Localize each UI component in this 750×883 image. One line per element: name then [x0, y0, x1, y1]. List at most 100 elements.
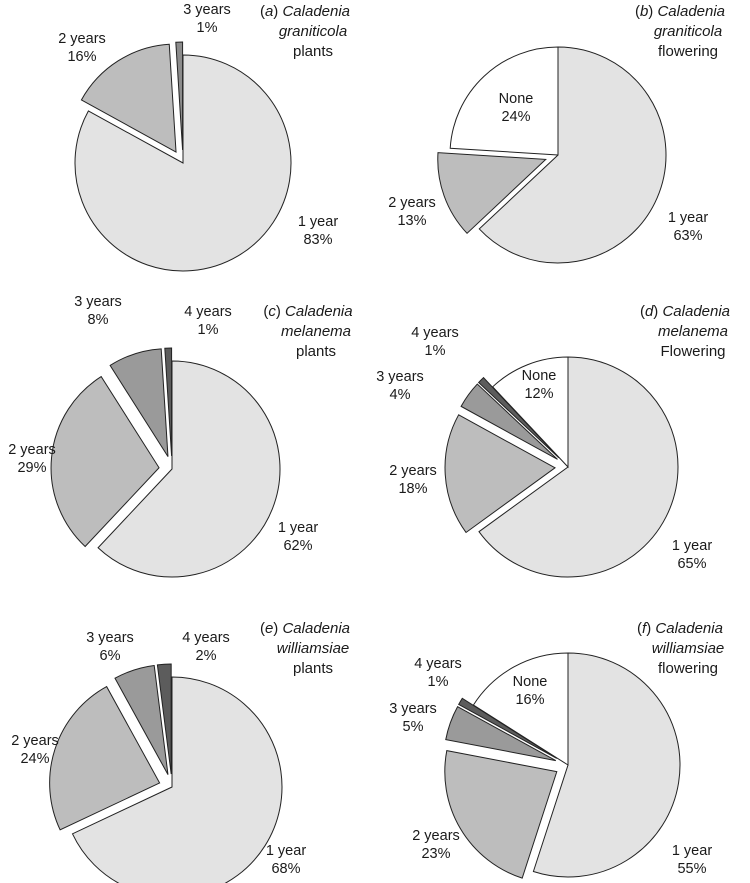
- panel-title-c: (c) Caladenia melanema plants: [263, 303, 352, 360]
- value-label-3-years: 6%: [100, 648, 121, 664]
- slice-1-year: [71, 676, 283, 883]
- slice-2-years: [80, 43, 177, 153]
- value-label-4-years: 1%: [425, 343, 446, 359]
- label-1-year: 1 year: [668, 210, 708, 226]
- slice-1-year: [74, 54, 292, 272]
- value-label-2-years: 13%: [397, 213, 426, 229]
- panel-title-species: melanema: [281, 323, 351, 340]
- panel-title-line1: (a) Caladenia: [260, 3, 350, 20]
- label-1-year: 1 year: [672, 843, 712, 859]
- panel-title-e: (e) Caladenia williamsiae plants: [260, 620, 350, 677]
- slice-2-years: [437, 152, 547, 235]
- label-4-years: 4 years: [184, 304, 232, 320]
- panel-title-kind: plants: [293, 43, 333, 60]
- label-2-years: 2 years: [388, 195, 436, 211]
- pie-panel-a: 1 year 83% 2 years 16% 3 years 1% (a) Caladeni…: [58, 2, 350, 272]
- panel-title-species: williamsiae: [652, 640, 725, 657]
- value-label-2-years: 18%: [398, 481, 427, 497]
- slice-2-years: [444, 414, 556, 534]
- label-3-years: 3 years: [183, 2, 231, 18]
- panel-title-line1: (d) Caladenia: [640, 303, 730, 320]
- label-1-year: 1 year: [298, 214, 338, 230]
- panel-title-line1: (c) Caladenia: [263, 303, 352, 320]
- value-label-2-years: 24%: [20, 751, 49, 767]
- value-label-4-years: 2%: [196, 648, 217, 664]
- panel-title-kind: flowering: [658, 43, 718, 60]
- panel-title-a: (a) Caladenia graniticola plants: [260, 3, 350, 60]
- value-label-2-years: 16%: [67, 49, 96, 65]
- slice-1-year: [97, 360, 281, 578]
- panel-title-line1: (e) Caladenia: [260, 620, 350, 637]
- value-label-3-years: 4%: [390, 387, 411, 403]
- slice-1-year: [478, 46, 667, 264]
- value-label-2-years: 23%: [421, 846, 450, 862]
- value-label-none: 16%: [515, 692, 544, 708]
- label-2-years: 2 years: [11, 733, 59, 749]
- panel-title-kind: Flowering: [660, 343, 725, 360]
- slice-3-years: [460, 383, 558, 460]
- pie-panel-c: 1 year 62% 2 years 29% 3 years 8% 4 years 1% (c)…: [8, 294, 353, 578]
- value-label-4-years: 1%: [428, 674, 449, 690]
- panel-title-kind: flowering: [658, 660, 718, 677]
- label-2-years: 2 years: [412, 828, 460, 844]
- slice-4-years: [477, 376, 560, 459]
- value-label-1-year: 62%: [283, 538, 312, 554]
- value-label-1-year: 63%: [673, 228, 702, 244]
- slice-4-years: [164, 347, 173, 457]
- panel-title-kind: plants: [293, 660, 333, 677]
- value-label-4-years: 1%: [198, 322, 219, 338]
- label-4-years: 4 years: [414, 656, 462, 672]
- label-1-year: 1 year: [266, 843, 306, 859]
- label-none: None: [513, 674, 548, 690]
- panel-title-species: melanema: [658, 323, 728, 340]
- slice-3-years: [109, 348, 169, 457]
- value-label-3-years: 1%: [197, 20, 218, 36]
- slice-none: [472, 652, 569, 766]
- slice-2-years: [444, 750, 558, 879]
- value-label-1-year: 55%: [677, 861, 706, 877]
- value-label-1-year: 65%: [677, 556, 706, 572]
- label-3-years: 3 years: [74, 294, 122, 310]
- label-1-year: 1 year: [278, 520, 318, 536]
- label-none: None: [499, 91, 534, 107]
- panel-title-f: (f) Caladenia williamsiae flowering: [637, 620, 724, 677]
- panel-title-d: (d) Caladenia melanema Flowering: [640, 303, 730, 360]
- label-1-year: 1 year: [672, 538, 712, 554]
- slice-none: [449, 46, 559, 156]
- panel-title-kind: plants: [296, 343, 336, 360]
- slice-3-years: [175, 41, 184, 151]
- value-label-1-year: 83%: [303, 232, 332, 248]
- slice-none: [491, 356, 569, 469]
- slice-2-years: [50, 375, 160, 548]
- panel-title-species: graniticola: [279, 23, 347, 40]
- panel-title-species: williamsiae: [277, 640, 350, 657]
- value-label-1-year: 68%: [271, 861, 300, 877]
- value-label-3-years: 8%: [88, 312, 109, 328]
- label-none: None: [522, 368, 557, 384]
- label-3-years: 3 years: [376, 369, 424, 385]
- label-2-years: 2 years: [389, 463, 437, 479]
- label-4-years: 4 years: [182, 630, 230, 646]
- panel-title-species: graniticola: [654, 23, 722, 40]
- slice-3-years: [445, 705, 557, 762]
- pie-panel-d: 1 year 65% 2 years 18% 3 years 4% 4 years 1% Non…: [376, 303, 730, 578]
- slice-1-year: [532, 652, 681, 878]
- slice-3-years: [114, 664, 169, 775]
- value-label-none: 12%: [524, 386, 553, 402]
- panel-title-line1: (f) Caladenia: [637, 620, 723, 637]
- slice-4-years: [457, 697, 558, 759]
- pie-panel-e: 1 year 68% 2 years 24% 3 years 6% 4 years 2% (e)…: [11, 620, 350, 883]
- panel-title-line1: (b) Caladenia: [635, 3, 725, 20]
- pie-panel-b: 1 year 63% 2 years 13% None 24% (b) Caladenia g…: [388, 3, 725, 264]
- value-label-none: 24%: [501, 109, 530, 125]
- slice-1-year: [478, 356, 679, 578]
- slice-4-years: [156, 663, 172, 775]
- label-2-years: 2 years: [8, 442, 56, 458]
- slice-2-years: [49, 685, 161, 831]
- panel-title-b: (b) Caladenia graniticola flowering: [635, 3, 725, 60]
- value-label-2-years: 29%: [17, 460, 46, 476]
- pie-panel-f: 1 year 55% 2 years 23% 3 years 5% 4 years 1% Non…: [389, 620, 724, 879]
- label-2-years: 2 years: [58, 31, 106, 47]
- label-3-years: 3 years: [389, 701, 437, 717]
